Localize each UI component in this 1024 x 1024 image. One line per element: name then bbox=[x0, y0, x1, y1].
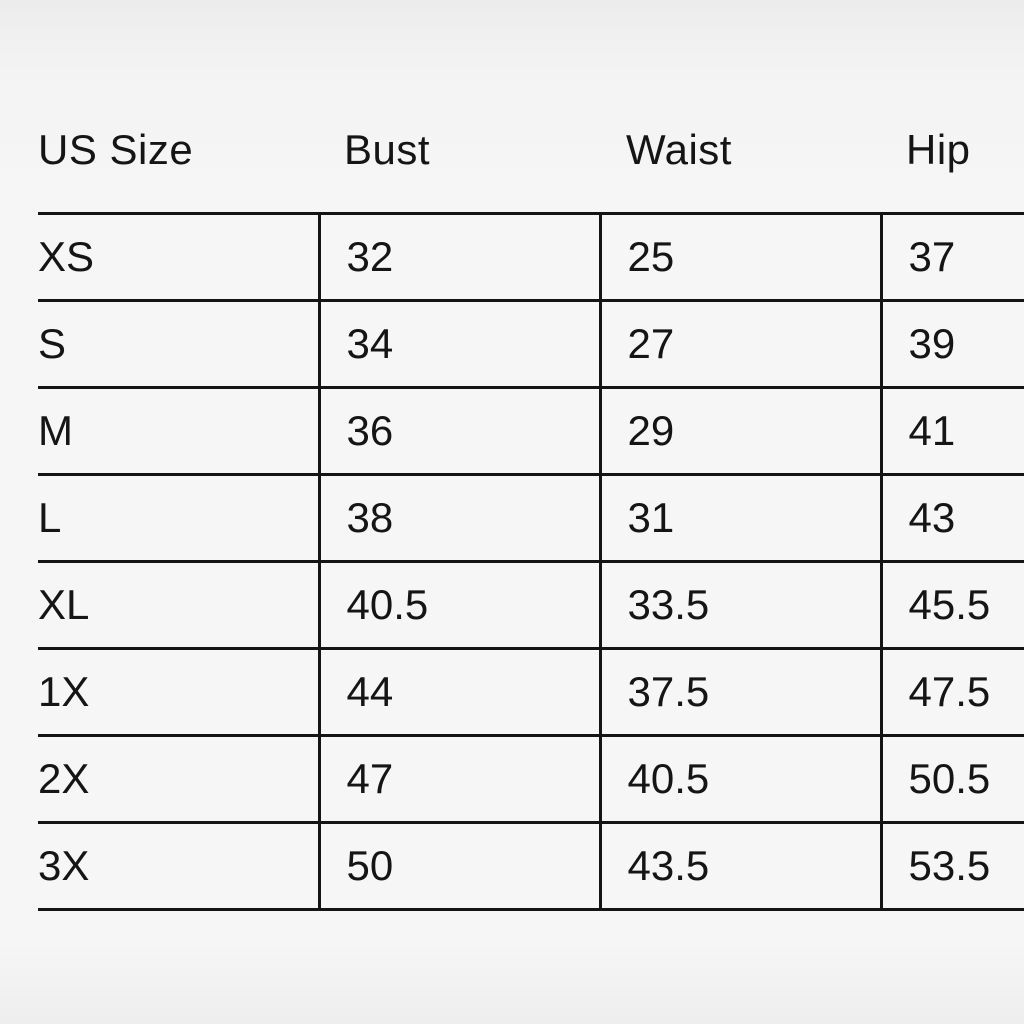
cell-hip: 47.5 bbox=[879, 647, 1024, 737]
table-row: S 34 27 39 bbox=[38, 299, 1024, 389]
cell-waist: 33.5 bbox=[598, 560, 881, 650]
header-waist: Waist bbox=[626, 126, 732, 173]
cell-waist: 29 bbox=[598, 386, 881, 476]
size-table: XS 32 25 37 S 34 27 39 M 36 29 41 L 38 31 43 XL 40.5 33.5 4… bbox=[38, 212, 1024, 911]
cell-hip: 50.5 bbox=[879, 734, 1024, 824]
table-row: 1X 44 37.5 47.5 bbox=[38, 647, 1024, 737]
cell-size: 3X bbox=[38, 821, 319, 911]
cell-waist: 37.5 bbox=[598, 647, 881, 737]
cell-hip: 45.5 bbox=[879, 560, 1024, 650]
cell-bust: 50 bbox=[317, 821, 600, 911]
cell-size: 1X bbox=[38, 647, 319, 737]
cell-waist: 40.5 bbox=[598, 734, 881, 824]
cell-waist: 27 bbox=[598, 299, 881, 389]
header-us-size: US Size bbox=[38, 126, 194, 173]
table-row: M 36 29 41 bbox=[38, 386, 1024, 476]
cell-waist: 25 bbox=[598, 212, 881, 302]
cell-bust: 47 bbox=[317, 734, 600, 824]
cell-bust: 38 bbox=[317, 473, 600, 563]
cell-waist: 43.5 bbox=[598, 821, 881, 911]
table-row: 2X 47 40.5 50.5 bbox=[38, 734, 1024, 824]
cell-size: XS bbox=[38, 212, 319, 302]
cell-size: M bbox=[38, 386, 319, 476]
cell-bust: 34 bbox=[317, 299, 600, 389]
table-row: XL 40.5 33.5 45.5 bbox=[38, 560, 1024, 650]
cell-hip: 39 bbox=[879, 299, 1024, 389]
table-row: L 38 31 43 bbox=[38, 473, 1024, 563]
cell-bust: 32 bbox=[317, 212, 600, 302]
header-hip: Hip bbox=[906, 126, 971, 173]
cell-size: XL bbox=[38, 560, 319, 650]
cell-hip: 41 bbox=[879, 386, 1024, 476]
header-bust: Bust bbox=[344, 126, 431, 173]
cell-size: 2X bbox=[38, 734, 319, 824]
cell-size: L bbox=[38, 473, 319, 563]
cell-waist: 31 bbox=[598, 473, 881, 563]
cell-bust: 40.5 bbox=[317, 560, 600, 650]
table-row: 3X 50 43.5 53.5 bbox=[38, 821, 1024, 911]
cell-size: S bbox=[38, 299, 319, 389]
table-row: XS 32 25 37 bbox=[38, 212, 1024, 302]
cell-hip: 53.5 bbox=[879, 821, 1024, 911]
cell-bust: 36 bbox=[317, 386, 600, 476]
cell-hip: 37 bbox=[879, 212, 1024, 302]
cell-hip: 43 bbox=[879, 473, 1024, 563]
cell-bust: 44 bbox=[317, 647, 600, 737]
